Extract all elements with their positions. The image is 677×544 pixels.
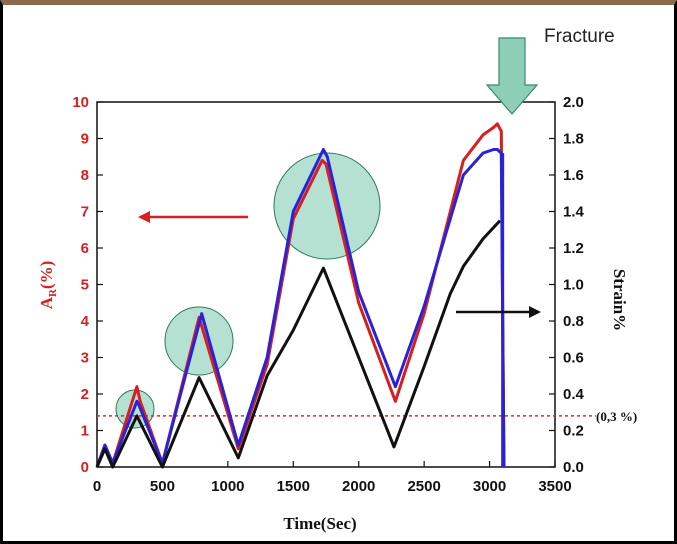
y-left-tick-label: 5 — [81, 277, 89, 294]
left-arrowhead — [138, 211, 150, 223]
y-right-tick-label: 2.0 — [563, 94, 584, 111]
y-axis-right-label: Strain% — [610, 269, 629, 331]
series-line-2 — [95, 148, 506, 468]
y-right-tick-label: 0.0 — [563, 459, 584, 476]
right-arrowhead — [529, 306, 541, 318]
x-tick-label: 1500 — [277, 478, 310, 495]
highlight-circles — [115, 152, 381, 429]
y-right-tick-label: 1.6 — [563, 167, 584, 184]
highlight-circle-3 — [273, 152, 381, 260]
x-tick-label: 2500 — [407, 478, 440, 495]
x-axis-label: Time(Sec) — [283, 514, 356, 533]
y-left-tick-label: 2 — [81, 386, 89, 403]
y-right-tick-label: 0.8 — [563, 313, 584, 330]
x-tick-label: 3000 — [473, 478, 506, 495]
y-left-tick-label: 0 — [81, 459, 89, 476]
fracture-arrow — [485, 37, 539, 115]
series-line-3 — [95, 219, 502, 469]
y-right-tick-label: 0.4 — [563, 386, 585, 403]
y-right-tick-label: 1.2 — [563, 240, 584, 257]
fracture-label: Fracture — [544, 26, 615, 47]
y-right-tick-label: 0.6 — [563, 350, 584, 367]
axes: 0 500 1000 1500 2000 2500 3000 3500 0 1 2 3 4 5 6 7 8 9 10… — [72, 94, 584, 495]
x-tick-label: 2000 — [342, 478, 375, 495]
x-tick-label: 500 — [150, 478, 175, 495]
series-line-1 — [95, 122, 506, 468]
y-left-tick-label: 9 — [81, 131, 89, 148]
y-right-tick-label: 1.0 — [563, 277, 584, 294]
y-left-tick-label: 6 — [81, 240, 89, 257]
x-tick-label: 3500 — [538, 478, 571, 495]
y-right-tick-label: 0.2 — [563, 423, 584, 440]
y-left-tick-label: 10 — [72, 94, 89, 111]
x-tick-label: 1000 — [211, 478, 244, 495]
series-group — [95, 122, 506, 469]
y-right-tick-label: 1.8 — [563, 131, 584, 148]
y-left-tick-label: 8 — [81, 167, 89, 184]
y-right-tick-label: 1.4 — [563, 204, 585, 221]
threshold-label: (0,3 %) — [596, 409, 637, 424]
y-left-tick-label: 4 — [81, 313, 90, 330]
y-left-tick-label: 1 — [81, 423, 89, 440]
y-left-tick-label: 3 — [81, 350, 89, 367]
y-left-tick-label: 7 — [81, 204, 89, 221]
arrows — [138, 37, 541, 318]
y-axis-left-label: AR(%) — [37, 261, 59, 310]
x-tick-label: 0 — [93, 478, 101, 495]
highlight-circle-2 — [164, 306, 234, 376]
